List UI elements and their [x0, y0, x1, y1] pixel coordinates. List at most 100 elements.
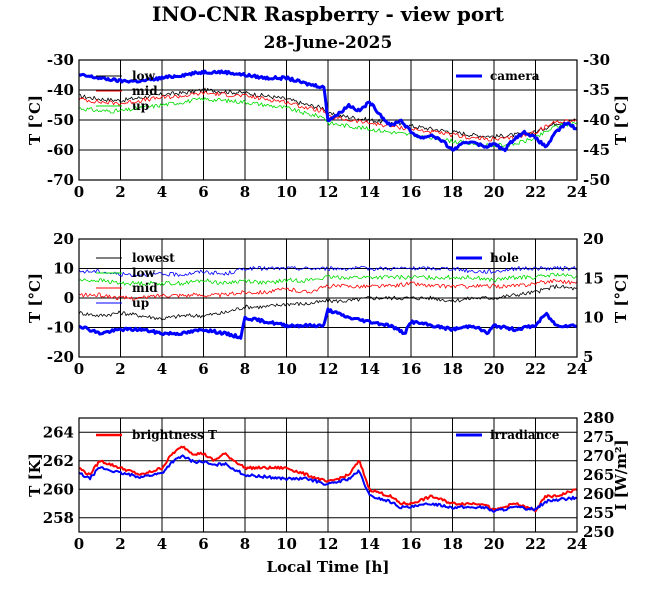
x-tick-label: 24 [567, 360, 588, 378]
x-tick-label: 2 [115, 360, 125, 378]
left-tick-label: -10 [47, 319, 74, 337]
x-tick-label: 18 [442, 535, 463, 553]
x-tick-label: 10 [276, 360, 297, 378]
series-group [79, 445, 577, 513]
x-tick-label: 8 [240, 535, 250, 553]
x-tick-label: 14 [359, 360, 380, 378]
x-tick-label: 20 [484, 535, 505, 553]
x-tick-label: 2 [115, 183, 125, 201]
legend-label: mid [132, 84, 158, 98]
x-tick-label: 0 [74, 360, 84, 378]
plot-frame [78, 59, 578, 181]
x-tick-label: 24 [567, 535, 588, 553]
right-tick-label: 255 [583, 504, 614, 522]
right-tick-label: -45 [583, 141, 610, 159]
x-tick-label: 2 [115, 535, 125, 553]
legend-label: irradiance [490, 428, 560, 442]
panel-1: 0 2 4 6 8 10 12 14 16 18 20 22 24-70-60-50-40-30-50-… [26, 51, 630, 201]
left-tick-label: -50 [47, 111, 74, 129]
x-tick-label: 8 [240, 183, 250, 201]
legend-label: low [132, 266, 156, 280]
legend-label: mid [132, 281, 158, 295]
x-tick-label: 18 [442, 183, 463, 201]
left-axis-label: T [°C] [26, 95, 44, 145]
right-tick-label: 20 [583, 230, 604, 248]
legend-label: brightness T [132, 428, 217, 442]
x-tick-label: 4 [157, 360, 167, 378]
left-tick-label: -40 [47, 81, 74, 99]
series-line-up [79, 97, 577, 148]
right-tick-label: 275 [583, 428, 614, 446]
series-line-hole [79, 307, 577, 340]
right-tick-label: 250 [583, 523, 614, 541]
right-tick-label: 15 [583, 269, 604, 287]
right-tick-label: -35 [583, 81, 610, 99]
x-tick-label: 18 [442, 360, 463, 378]
left-tick-label: 20 [53, 230, 74, 248]
series-line-mid [79, 279, 577, 301]
x-tick-label: 24 [567, 183, 588, 201]
x-tick-label: 6 [198, 183, 208, 201]
series-line-lowest [79, 284, 577, 321]
right-tick-label: -30 [583, 51, 610, 69]
right-tick-label: 10 [583, 309, 604, 327]
x-tick-label: 22 [525, 183, 546, 201]
legend-label: up [132, 296, 149, 310]
left-tick-label: 10 [53, 260, 74, 278]
left-axis-label: T [°C] [26, 273, 44, 323]
x-tick-label: 22 [525, 360, 546, 378]
x-tick-label: 22 [525, 535, 546, 553]
series-group [79, 266, 577, 340]
left-tick-label: 0 [64, 289, 74, 307]
legend-label: camera [490, 69, 540, 83]
series-line-low [79, 272, 577, 286]
left-tick-label: -20 [47, 348, 74, 366]
panel-2: 0 2 4 6 8 10 12 14 16 18 20 22 24-20-10010205101520T… [26, 230, 630, 378]
x-tick-label: 16 [401, 183, 422, 201]
chart-subtitle: 28-June-2025 [264, 33, 393, 53]
right-tick-label: 265 [583, 466, 614, 484]
legend-label: low [132, 69, 156, 83]
x-axis-label: Local Time [h] [267, 558, 390, 576]
left-tick-label: -60 [47, 141, 74, 159]
x-tick-label: 0 [74, 183, 84, 201]
left-tick-label: -30 [47, 51, 74, 69]
x-tick-label: 14 [359, 183, 380, 201]
legend-label: lowest [132, 251, 175, 265]
x-tick-label: 0 [74, 535, 84, 553]
panel-3: 0 2 4 6 8 10 12 14 16 18 20 22 242582602622642502552… [26, 409, 630, 553]
chart-title: INO-CNR Raspberry - view port [152, 2, 505, 26]
x-tick-label: 16 [401, 535, 422, 553]
right-axis-label: I [W/m²] [612, 439, 630, 510]
left-tick-label: 262 [43, 452, 74, 470]
x-tick-label: 12 [318, 535, 339, 553]
series-line-camera [79, 69, 577, 153]
left-tick-label: 258 [43, 509, 74, 527]
right-tick-label: 280 [583, 409, 614, 427]
right-axis-label: T [°C] [612, 273, 630, 323]
series-group [79, 69, 577, 153]
right-axis-label: T [°C] [612, 95, 630, 145]
x-tick-label: 6 [198, 360, 208, 378]
x-tick-label: 8 [240, 360, 250, 378]
right-tick-label: -40 [583, 111, 610, 129]
x-tick-label: 12 [318, 183, 339, 201]
right-tick-label: -50 [583, 171, 610, 189]
x-tick-label: 6 [198, 535, 208, 553]
left-tick-label: -70 [47, 171, 74, 189]
right-tick-label: 5 [583, 348, 593, 366]
x-tick-label: 14 [359, 535, 380, 553]
legend-label: up [132, 99, 149, 113]
x-tick-label: 4 [157, 535, 167, 553]
plot-frame [78, 417, 578, 533]
left-axis-label: T [K] [26, 453, 44, 497]
series-line-brightness-T [79, 445, 577, 513]
panels: 0 2 4 6 8 10 12 14 16 18 20 22 24-70-60-50-40-30-50-… [26, 51, 630, 553]
series-line-up [79, 266, 577, 277]
x-tick-label: 10 [276, 183, 297, 201]
plot-frame [78, 238, 578, 358]
right-tick-label: 260 [583, 485, 614, 503]
x-tick-label: 12 [318, 360, 339, 378]
series-line-irradiance [79, 454, 577, 513]
right-tick-label: 270 [583, 447, 614, 465]
